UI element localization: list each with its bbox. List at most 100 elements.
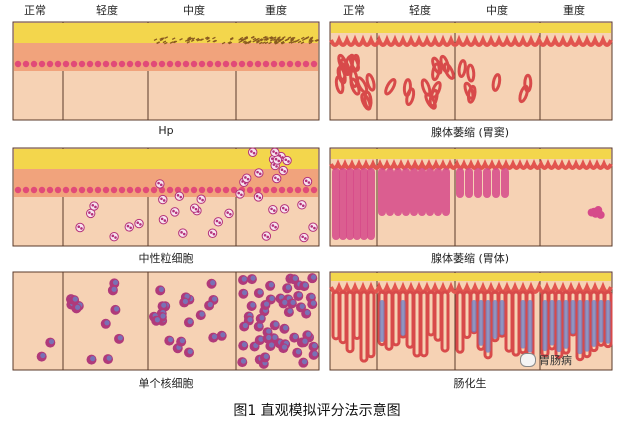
mononuclear-nucleus xyxy=(302,282,309,288)
hp-bacterium xyxy=(290,38,295,42)
mononuclear-nucleus xyxy=(104,320,110,326)
neutrophil-lobe xyxy=(255,194,259,198)
neutrophil-row-nucleus xyxy=(286,186,294,194)
antrum-gland xyxy=(384,78,397,96)
mononuclear-nucleus xyxy=(266,328,272,334)
body-gland xyxy=(492,168,500,198)
neutrophil-lobe xyxy=(160,197,163,201)
grade-label-left-mild: 轻度 xyxy=(96,4,118,17)
mononuclear-nucleus xyxy=(272,334,278,340)
goblet-cells xyxy=(563,300,569,349)
mononuclear-nucleus xyxy=(295,349,302,355)
neutrophil-lobe xyxy=(281,206,285,210)
goblet-cells xyxy=(605,300,611,344)
neutrophil-row-nucleus xyxy=(310,186,318,194)
mononuclear-nucleus xyxy=(72,296,78,302)
body-gland xyxy=(346,168,354,240)
neutrophil-cell xyxy=(282,155,292,166)
neutrophil-row-nucleus xyxy=(150,186,158,194)
neutrophil-lobe xyxy=(176,194,180,197)
hp-bacterium xyxy=(277,36,281,39)
hp-nucleus xyxy=(190,60,198,68)
neutrophil-row-nucleus xyxy=(254,186,262,194)
hp-bacterium xyxy=(164,41,168,45)
hp-nucleus xyxy=(118,60,126,68)
antrum-surface-band xyxy=(331,23,611,33)
neutrophil-lobe xyxy=(126,224,130,228)
antrum-gland xyxy=(491,73,502,92)
mononuclear-nucleus xyxy=(241,276,247,282)
neutrophil-lobe xyxy=(274,157,278,161)
grade-label-left-severe: 重度 xyxy=(265,4,287,17)
neutrophil-cell xyxy=(207,228,218,238)
hp-bacterium xyxy=(305,36,310,39)
hp-bacterium xyxy=(264,41,269,45)
hp-nucleus xyxy=(214,60,222,68)
mononuclear-nucleus xyxy=(158,286,165,292)
neutrophil-row-nucleus xyxy=(278,186,286,194)
label-atrophy-body: 腺体萎缩 (胃体) xyxy=(430,252,510,265)
neutrophil-cell xyxy=(174,191,185,201)
hp-bacterium xyxy=(172,40,177,44)
hp-bacterium xyxy=(162,40,167,44)
neutrophil-lobe xyxy=(275,165,278,168)
neutrophil-lobe xyxy=(182,232,186,236)
label-hp: Hp xyxy=(158,124,174,137)
goblet-cells xyxy=(379,300,385,343)
neutrophil-lobe xyxy=(194,207,198,211)
neutrophil-cell xyxy=(278,165,288,176)
neutrophil-row-nucleus xyxy=(246,186,254,194)
hp-nucleus xyxy=(278,60,286,68)
mononuclear-nucleus xyxy=(299,303,305,309)
hp-bacterium xyxy=(291,36,296,40)
mononuclear-nucleus xyxy=(268,282,274,288)
hp-bacterium xyxy=(280,37,285,41)
panel-atrophy-antrum xyxy=(329,21,613,121)
hp-bacterium xyxy=(300,41,305,45)
neutrophil-row-nucleus xyxy=(230,186,238,194)
hp-bacterium xyxy=(187,36,192,40)
hp-bacterium xyxy=(290,36,294,40)
mononuclear-nucleus xyxy=(187,318,193,325)
hp-bacterium xyxy=(301,38,306,42)
body-gland xyxy=(353,168,361,240)
hp-bacterium xyxy=(277,38,282,42)
hp-nucleus xyxy=(86,60,94,68)
mononuclear-nucleus xyxy=(263,353,269,359)
hp-bacterium xyxy=(179,38,183,41)
mononuclear-nucleus xyxy=(240,358,247,364)
neutrophil-row-nucleus xyxy=(302,186,310,194)
hp-bacterium xyxy=(256,39,260,43)
mononuclear-nucleus xyxy=(285,284,292,290)
hp-bacterium xyxy=(229,37,234,40)
mononuclear-nucleus xyxy=(258,336,264,342)
mononuclear-nucleus xyxy=(296,292,303,298)
hp-nucleus xyxy=(182,60,190,68)
hp-bacterium xyxy=(273,40,278,44)
hp-nucleus xyxy=(134,60,142,68)
neutrophil-lobe xyxy=(266,235,270,239)
hp-bacterium xyxy=(242,40,247,44)
body-gland xyxy=(456,168,464,198)
mononuclear-nucleus xyxy=(242,322,248,329)
neutrophil-lobe xyxy=(129,226,132,230)
grade-label-left-moderate: 中度 xyxy=(183,4,205,17)
hp-nucleus xyxy=(22,60,30,68)
neutrophil-lobe xyxy=(258,172,262,176)
neutrophil-cell xyxy=(158,194,168,205)
neutrophil-cell xyxy=(224,208,234,219)
body-foveolae xyxy=(329,159,613,170)
hp-bacterium xyxy=(281,41,285,45)
neutrophil-lobe xyxy=(304,179,308,183)
hp-nucleus xyxy=(70,60,78,68)
hp-nucleus xyxy=(14,60,22,68)
neutrophil-row-nucleus xyxy=(86,186,94,194)
metaplasia-gland xyxy=(440,290,450,353)
grade-label-right-normal: 正常 xyxy=(343,4,365,17)
goblet-cells xyxy=(400,300,406,337)
mononuclear-nucleus xyxy=(207,301,213,308)
neutrophil-cell xyxy=(109,231,119,242)
hp-bacterium xyxy=(244,37,249,40)
neutrophil-lobe xyxy=(287,160,290,163)
